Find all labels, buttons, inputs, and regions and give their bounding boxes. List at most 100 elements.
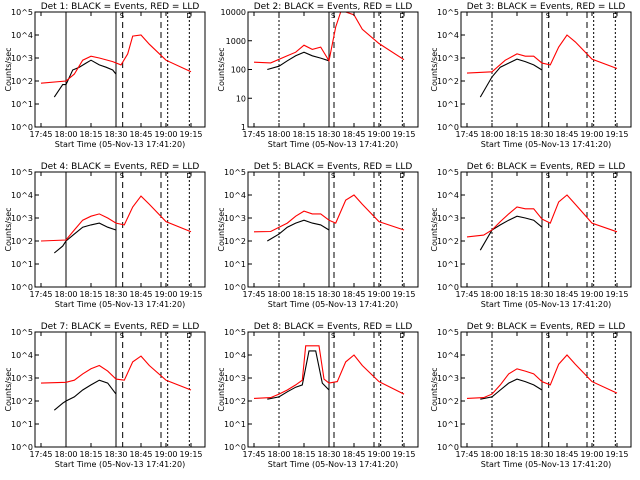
panel-5-x-tick-label-3: 18:15 <box>292 290 315 299</box>
panel-7-marker-label-d: D <box>186 332 191 340</box>
panel-7-y-tick-label-3: 10^2 <box>11 397 33 406</box>
panel-4-x-tick-label-6: 19:00 <box>154 290 177 299</box>
panel-2-events-series-line <box>267 51 330 71</box>
panel-8-x-tick-label-6: 19:00 <box>367 450 390 459</box>
panel-5-y-tick-label-4: 10^3 <box>224 214 246 223</box>
panel-5-marker-label-d: D <box>399 172 404 180</box>
panel-1-x-tick-label-6: 19:00 <box>154 130 177 139</box>
panel-2-x-tick-label-6: 19:00 <box>367 130 390 139</box>
panel-2-x-tick-label-2: 18:00 <box>267 130 290 139</box>
panel-7-y-tick-label-4: 10^3 <box>11 374 33 383</box>
panel-8-x-tick-label-3: 18:15 <box>292 450 315 459</box>
panel-3-x-tick-label-7: 19:15 <box>605 130 628 139</box>
panel-6-axes-frame <box>460 171 632 288</box>
panel-5-events-series-line <box>267 219 330 242</box>
panel-7-x-tick-label-5: 18:45 <box>129 450 152 459</box>
panel-2-marker-label-s: S <box>331 12 336 20</box>
panel-5-x-tick-label-6: 19:00 <box>367 290 390 299</box>
panel-3-y-tick-label-3: 10^2 <box>437 77 459 86</box>
panel-2-y-tick-label-4: 1000 <box>226 37 246 46</box>
panel-6-x-tick-label-2: 18:00 <box>480 290 503 299</box>
panel-2-y-tick-label-1: 1 <box>241 123 246 132</box>
panel-4-x-tick-label-5: 18:45 <box>129 290 152 299</box>
panel-9-x-tick-label-6: 19:00 <box>580 450 603 459</box>
panel-1-x-tick-label-3: 18:15 <box>79 130 102 139</box>
panel-3-y-tick-label-4: 10^3 <box>437 54 459 63</box>
panel-5-x-tick-label-4: 18:30 <box>317 290 340 299</box>
panel-6-y-tick-label-3: 10^2 <box>437 237 459 246</box>
panel-9-y-axis-title: Counts/sec <box>430 367 439 411</box>
panel-1-events-series-line <box>53 59 117 98</box>
panel-1-x-tick-label-7: 19:15 <box>179 130 202 139</box>
panel-9-x-tick-label-5: 18:45 <box>555 450 578 459</box>
panel-4-events-series-line <box>53 222 117 254</box>
panel-4-title: Det 4: BLACK = Events, RED = LLD <box>41 162 200 172</box>
panel-4-y-tick-label-1: 10^0 <box>11 283 33 292</box>
panel-1-x-tick-label-5: 18:45 <box>129 130 152 139</box>
panel-1-y-tick-label-6: 10^5 <box>11 8 33 17</box>
panel-6-lld-series-line <box>466 194 618 238</box>
panel-6-x-tick-label-6: 19:00 <box>580 290 603 299</box>
panel-5-y-tick-label-5: 10^4 <box>224 191 246 200</box>
panel-8-x-tick-label-2: 18:00 <box>267 450 290 459</box>
panel-9-y-tick-label-6: 10^5 <box>437 328 459 337</box>
panel-9-x-tick-label-1: 17:45 <box>455 450 478 459</box>
panel-5-x-tick-label-7: 19:15 <box>392 290 415 299</box>
panel-2-x-tick-label-4: 18:30 <box>317 130 340 139</box>
panel-6-x-tick-label-3: 18:15 <box>505 290 528 299</box>
panel-4-y-axis-title: Counts/sec <box>4 207 13 251</box>
panel-8-events-series-line <box>267 350 330 400</box>
panel-6-y-axis-title: Counts/sec <box>430 207 439 251</box>
panel-6-y-tick-label-1: 10^0 <box>437 283 459 292</box>
panel-1-y-tick-label-5: 10^4 <box>11 31 33 40</box>
panel-3-x-tick-label-4: 18:30 <box>530 130 553 139</box>
panel-9-marker-label-s: S <box>546 332 551 340</box>
panel-1-y-tick-label-1: 10^0 <box>11 123 33 132</box>
panel-1-x-tick-label-2: 18:00 <box>54 130 77 139</box>
panel-9-x-tick-label-2: 18:00 <box>480 450 503 459</box>
panel-5-title: Det 5: BLACK = Events, RED = LLD <box>254 162 413 172</box>
panel-5-axes-frame <box>247 171 419 288</box>
panel-8-x-tick-label-5: 18:45 <box>342 450 365 459</box>
panel-7-marker-label-s: S <box>120 332 125 340</box>
panel-4-y-tick-label-3: 10^2 <box>11 237 33 246</box>
panel-2-y-axis-title: Counts/sec <box>217 47 226 91</box>
panel-1-marker-label-s: S <box>120 12 125 20</box>
panel-4-lld-series-line <box>40 195 192 242</box>
panel-2-x-axis-title: Start Time (05-Nov-13 17:41:20) <box>268 140 398 149</box>
panel-9-x-tick-label-3: 18:15 <box>505 450 528 459</box>
panel-3-y-tick-label-2: 10^1 <box>437 100 459 109</box>
panel-8-y-tick-label-1: 10^0 <box>224 443 246 452</box>
panel-2-y-tick-label-2: 10 <box>236 94 246 103</box>
panel-7-y-tick-label-5: 10^4 <box>11 351 33 360</box>
panel-5-marker-label-s: S <box>331 172 336 180</box>
panel-4-y-tick-label-2: 10^1 <box>11 260 33 269</box>
panel-7-axes-frame <box>34 331 206 448</box>
panel-9-marker-label-d: D <box>612 332 617 340</box>
panel-7-y-tick-label-1: 10^0 <box>11 443 33 452</box>
panel-9-y-tick-label-3: 10^2 <box>437 397 459 406</box>
panel-2-title: Det 2: BLACK = Events, RED = LLD <box>254 2 413 12</box>
panel-2-y-tick-label-5: 10000 <box>221 8 246 17</box>
panel-1-marker-label-d: D <box>186 12 191 20</box>
panel-2-x-tick-label-7: 19:15 <box>392 130 415 139</box>
panel-2-marker-label-d: D <box>399 12 404 20</box>
panel-3-title: Det 3: BLACK = Events, RED = LLD <box>467 2 626 12</box>
panel-8-marker-label-d: D <box>399 332 404 340</box>
panel-1-lld-series-line <box>40 34 192 84</box>
panel-5-y-tick-label-1: 10^0 <box>224 283 246 292</box>
panel-6-x-tick-label-7: 19:15 <box>605 290 628 299</box>
panel-9-y-tick-label-5: 10^4 <box>437 351 459 360</box>
panel-5-lld-series-line <box>253 194 405 233</box>
panel-9-x-axis-title: Start Time (05-Nov-13 17:41:20) <box>481 460 611 469</box>
panel-3-x-tick-label-3: 18:15 <box>505 130 528 139</box>
panel-1-x-tick-label-1: 17:45 <box>29 130 52 139</box>
panel-5-x-tick-label-5: 18:45 <box>342 290 365 299</box>
panel-4-y-tick-label-5: 10^4 <box>11 191 33 200</box>
